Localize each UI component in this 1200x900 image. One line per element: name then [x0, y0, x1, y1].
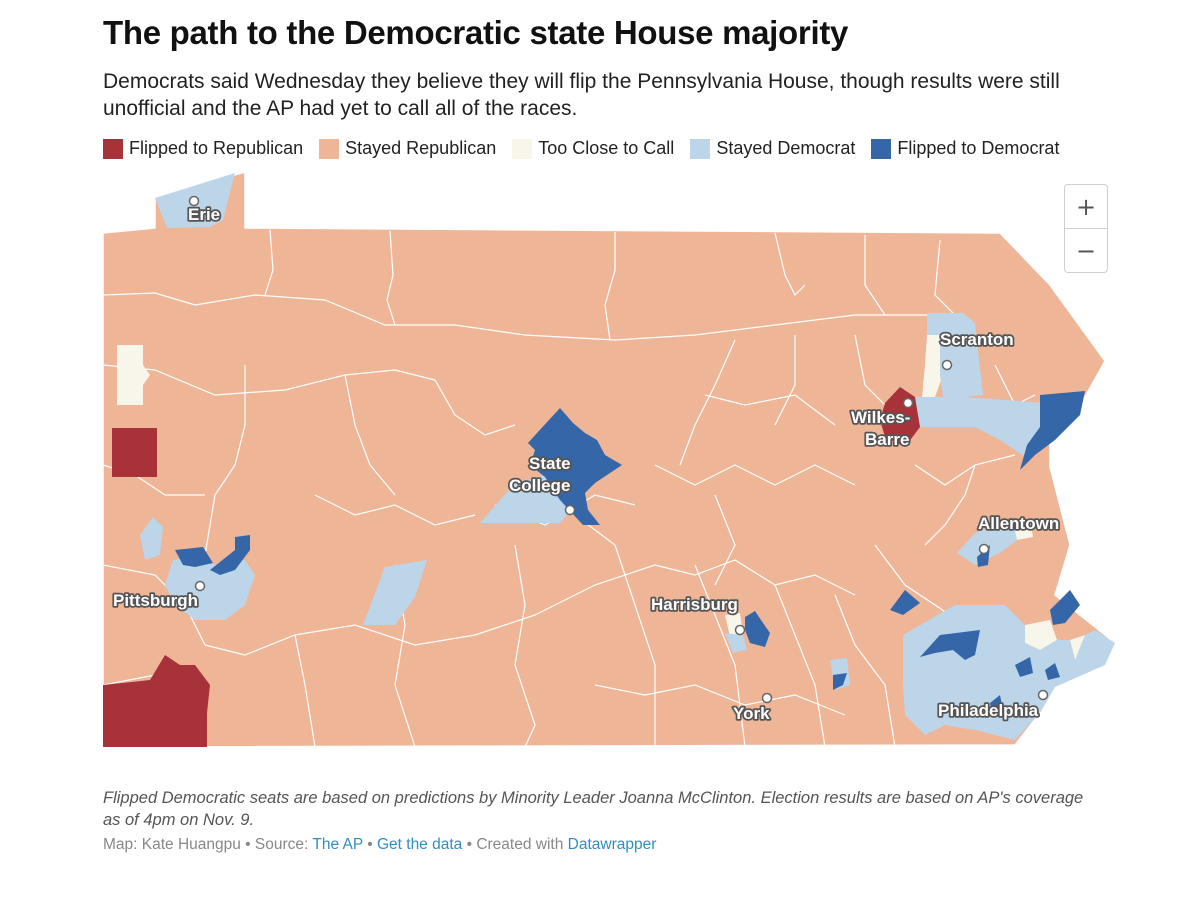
plus-icon: + [1075, 192, 1097, 221]
city-label-philadelphia: Philadelphia [938, 701, 1039, 720]
credits: Map: Kate Huangpu • Source: The AP • Get… [103, 836, 656, 854]
legend-swatch [690, 138, 711, 159]
district-flipped-dem-philly-3 [1045, 663, 1060, 680]
legend-swatch [512, 138, 533, 159]
map-container[interactable]: Erie Scranton Wilkes- Barre State Colleg… [95, 165, 1125, 765]
city-label-state-college-line2: College [509, 476, 570, 495]
zoom-out-button[interactable]: − [1065, 228, 1107, 272]
district-flipped-dem-chester [920, 630, 980, 660]
district-flipped-dem-reading [890, 590, 920, 615]
district-stayed-dem-scranton [927, 313, 983, 397]
district-stayed-dem-harrisburg [725, 633, 747, 653]
district-flipped-dem-harrisburg [745, 611, 770, 647]
page-title: The path to the Democratic state House m… [103, 14, 849, 51]
district-stayed-dem-northeast [915, 397, 1045, 457]
legend-swatch [319, 138, 340, 159]
district-flipped-dem-pittsburgh-2 [210, 535, 250, 575]
credits-separator: • [362, 836, 377, 853]
minus-icon: − [1075, 236, 1097, 265]
philadelphia-dot [1037, 689, 1049, 701]
district-flipped-dem-philly-1 [1015, 657, 1033, 677]
wilkes-barre-dot [902, 397, 914, 409]
get-data-link[interactable]: Get the data [376, 836, 463, 853]
legend-item-stayed-democrat: Stayed Democrat [690, 138, 855, 159]
source-link[interactable]: The AP [312, 836, 363, 853]
legend-swatch [871, 138, 892, 159]
york-dot [761, 692, 773, 704]
legend-label: Too Close to Call [538, 138, 675, 158]
city-label-allentown: Allentown [978, 514, 1059, 533]
pittsburgh-dot [194, 580, 206, 592]
district-flipped-rep-west [112, 428, 157, 477]
city-label-wilkes-barre-line1: Wilkes- [851, 408, 910, 427]
city-label-wilkes-barre-line2: Barre [865, 430, 909, 449]
city-label-pittsburgh: Pittsburgh [113, 591, 198, 610]
district-flipped-dem-pittsburgh-1 [175, 547, 213, 567]
pennsylvania-district-map[interactable]: Erie Scranton Wilkes- Barre State Colleg… [95, 165, 1125, 765]
zoom-controls: + − [1064, 184, 1108, 273]
district-too-close-west [117, 345, 150, 405]
district-boundaries [103, 229, 1036, 747]
district-flipped-dem-lancaster [833, 673, 847, 690]
legend-item-stayed-republican: Stayed Republican [319, 138, 496, 159]
city-label-state-college-line1: State [529, 454, 571, 473]
district-stayed-dem-allentown [957, 523, 1017, 565]
district-stayed-dem-pittsburgh-north [140, 517, 163, 560]
legend-item-flipped-democrat: Flipped to Democrat [871, 138, 1059, 159]
district-stayed-dem-central-west [363, 560, 427, 625]
district-flipped-dem-bucks [1050, 590, 1080, 625]
city-label-erie: Erie [188, 205, 220, 224]
legend-item-flipped-republican: Flipped to Republican [103, 138, 303, 159]
chart-description: Democrats said Wednesday they believe th… [103, 70, 1060, 120]
district-too-close-philly-1 [1025, 620, 1057, 650]
district-too-close-allentown [1013, 520, 1033, 540]
city-label-harrisburg: Harrisburg [651, 595, 738, 614]
district-flipped-dem-state-college [528, 408, 622, 525]
district-stayed-dem-pittsburgh [165, 555, 255, 620]
credits-separator: • Source: [240, 836, 313, 853]
footnote: Flipped Democratic seats are based on pr… [103, 789, 1084, 829]
legend-label: Flipped to Democrat [897, 138, 1060, 158]
scranton-dot [941, 359, 953, 371]
harrisburg-dot [734, 624, 746, 636]
district-too-close-scranton [922, 335, 943, 397]
legend: Flipped to Republican Stayed Republican … [103, 138, 1075, 159]
district-flipped-dem-philly-2 [990, 695, 1003, 713]
state-college-dot [564, 504, 576, 516]
legend-label: Flipped to Republican [129, 138, 304, 158]
credits-separator: • Created with [462, 836, 568, 853]
legend-label: Stayed Democrat [716, 138, 856, 158]
legend-item-too-close: Too Close to Call [512, 138, 674, 159]
district-stayed-dem-state-college [480, 475, 575, 523]
datawrapper-link[interactable]: Datawrapper [567, 836, 657, 853]
legend-swatch [103, 138, 123, 159]
city-label-york: York [733, 704, 770, 723]
erie-dot [188, 195, 200, 207]
legend-label: Stayed Republican [345, 138, 497, 158]
zoom-in-button[interactable]: + [1065, 185, 1107, 228]
city-label-scranton: Scranton [940, 330, 1014, 349]
allentown-dot [978, 543, 990, 555]
district-flipped-rep-southwest [103, 655, 210, 747]
map-author: Map: Kate Huangpu [103, 836, 241, 853]
district-flipped-dem-northeast [1020, 391, 1085, 470]
